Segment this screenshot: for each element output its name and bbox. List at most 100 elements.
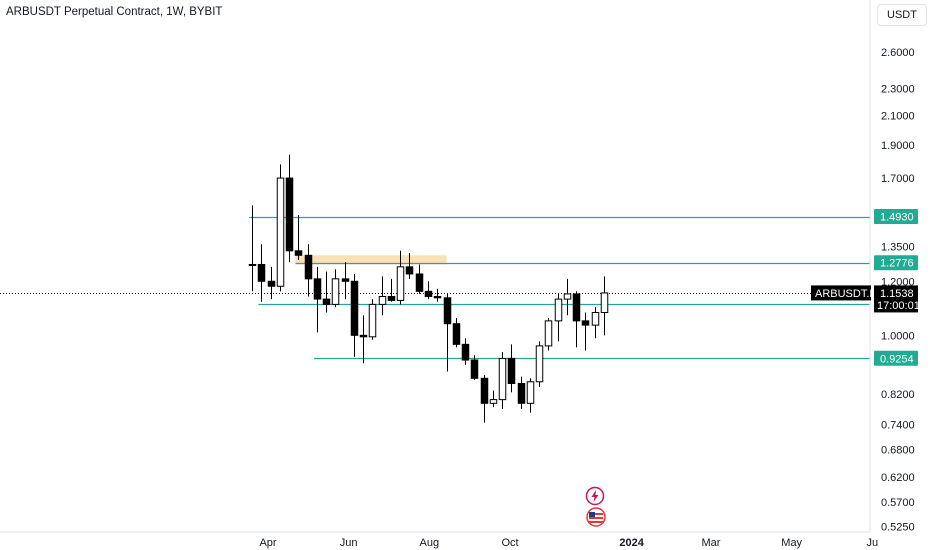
candle-body <box>535 345 544 383</box>
candle-body <box>405 266 414 275</box>
candle[interactable] <box>378 276 387 316</box>
candle-body <box>304 254 313 280</box>
candle[interactable] <box>470 355 479 381</box>
candle-body <box>350 280 359 336</box>
symbol-badge <box>811 285 871 301</box>
candle-body <box>322 298 331 305</box>
price-tick-label: 2.3000 <box>881 83 915 95</box>
level-price-badge <box>874 350 918 366</box>
candle-body <box>470 359 479 379</box>
us-flag-icon[interactable] <box>585 507 606 527</box>
candle[interactable] <box>600 276 609 336</box>
candle-body <box>563 293 572 300</box>
lightning-icon[interactable] <box>585 486 605 506</box>
candle[interactable] <box>396 250 405 305</box>
candle[interactable] <box>415 264 424 294</box>
price-tick-label: 1.0000 <box>881 330 915 342</box>
candle[interactable] <box>350 273 359 357</box>
candle[interactable] <box>304 244 313 297</box>
candle[interactable] <box>267 266 276 300</box>
candle[interactable] <box>498 352 507 409</box>
candle-body <box>572 293 581 322</box>
candle[interactable] <box>331 269 340 308</box>
candle[interactable] <box>341 262 350 300</box>
candle[interactable] <box>517 376 526 409</box>
candle-body <box>433 295 442 299</box>
candle[interactable] <box>368 299 377 340</box>
candle[interactable] <box>387 278 396 302</box>
candle-body <box>341 278 350 282</box>
candle-body <box>489 399 498 404</box>
candle-body <box>581 320 590 326</box>
candle-body <box>498 357 507 401</box>
candle[interactable] <box>507 344 516 393</box>
candle-body <box>267 280 276 287</box>
candle[interactable] <box>554 293 563 342</box>
candle-body <box>600 292 609 314</box>
candle-body <box>424 290 433 297</box>
candle-body <box>257 263 266 282</box>
candle[interactable] <box>294 215 303 260</box>
candle[interactable] <box>581 312 590 351</box>
price-tick-label: 0.6800 <box>881 445 915 457</box>
candle[interactable] <box>313 266 322 333</box>
candle[interactable] <box>248 205 257 292</box>
price-tick-label: 1.3500 <box>881 241 915 253</box>
candle-body <box>480 377 489 404</box>
candle-body <box>313 278 322 300</box>
candle[interactable] <box>489 390 498 408</box>
time-tick-label: Apr <box>259 537 276 549</box>
candle-body <box>591 312 600 326</box>
currency-button[interactable]: USDT <box>877 4 927 26</box>
symbol-label: ARBUSDT.P <box>815 288 877 300</box>
candle[interactable] <box>359 315 368 364</box>
candle-body <box>359 334 368 338</box>
candle[interactable] <box>480 374 489 423</box>
candle[interactable] <box>591 307 600 339</box>
last-price-label: 1.1538 <box>880 288 914 300</box>
supply-zone <box>295 255 447 265</box>
candle[interactable] <box>405 253 414 279</box>
candle-body <box>294 250 303 256</box>
candle-body <box>443 297 452 325</box>
price-tick-label: 0.5250 <box>881 521 915 533</box>
candle[interactable] <box>452 318 461 348</box>
candle[interactable] <box>572 291 581 348</box>
candle[interactable] <box>461 338 470 365</box>
candle[interactable] <box>257 244 266 302</box>
price-tick-label: 1.2000 <box>881 276 915 288</box>
candle[interactable] <box>535 341 544 388</box>
candle[interactable] <box>526 378 535 413</box>
candle-body <box>396 266 405 301</box>
candle[interactable] <box>433 288 442 302</box>
candle[interactable] <box>322 271 331 313</box>
candle-countdown: 17:00:01 <box>877 300 920 312</box>
price-tick-label: 1.7000 <box>881 173 915 185</box>
price-tick-label: 2.6000 <box>881 47 915 59</box>
time-tick-label: 2024 <box>619 537 644 549</box>
candle[interactable] <box>563 278 572 316</box>
time-tick-label: Ju <box>867 537 879 549</box>
candle[interactable] <box>285 154 294 263</box>
level-price-label: 1.2776 <box>880 258 914 270</box>
candle-body <box>378 295 387 305</box>
candle[interactable] <box>424 281 433 300</box>
candle-body <box>248 263 257 266</box>
candle[interactable] <box>443 293 452 372</box>
candle-body <box>387 295 396 301</box>
candle-body <box>526 381 535 404</box>
time-tick-label: Oct <box>501 537 518 549</box>
candle-body <box>517 382 526 404</box>
candle[interactable] <box>544 318 553 351</box>
candle-body <box>368 303 377 338</box>
time-tick-label: Mar <box>702 537 721 549</box>
time-tick-label: May <box>781 537 802 549</box>
price-tick-label: 2.1000 <box>881 110 915 122</box>
level-price-badge <box>874 255 918 271</box>
level-price-badge <box>874 209 918 225</box>
price-tick-label: 0.7400 <box>881 420 915 432</box>
candle[interactable] <box>276 164 285 292</box>
candle-body <box>461 343 470 361</box>
time-tick-label: Aug <box>420 537 440 549</box>
